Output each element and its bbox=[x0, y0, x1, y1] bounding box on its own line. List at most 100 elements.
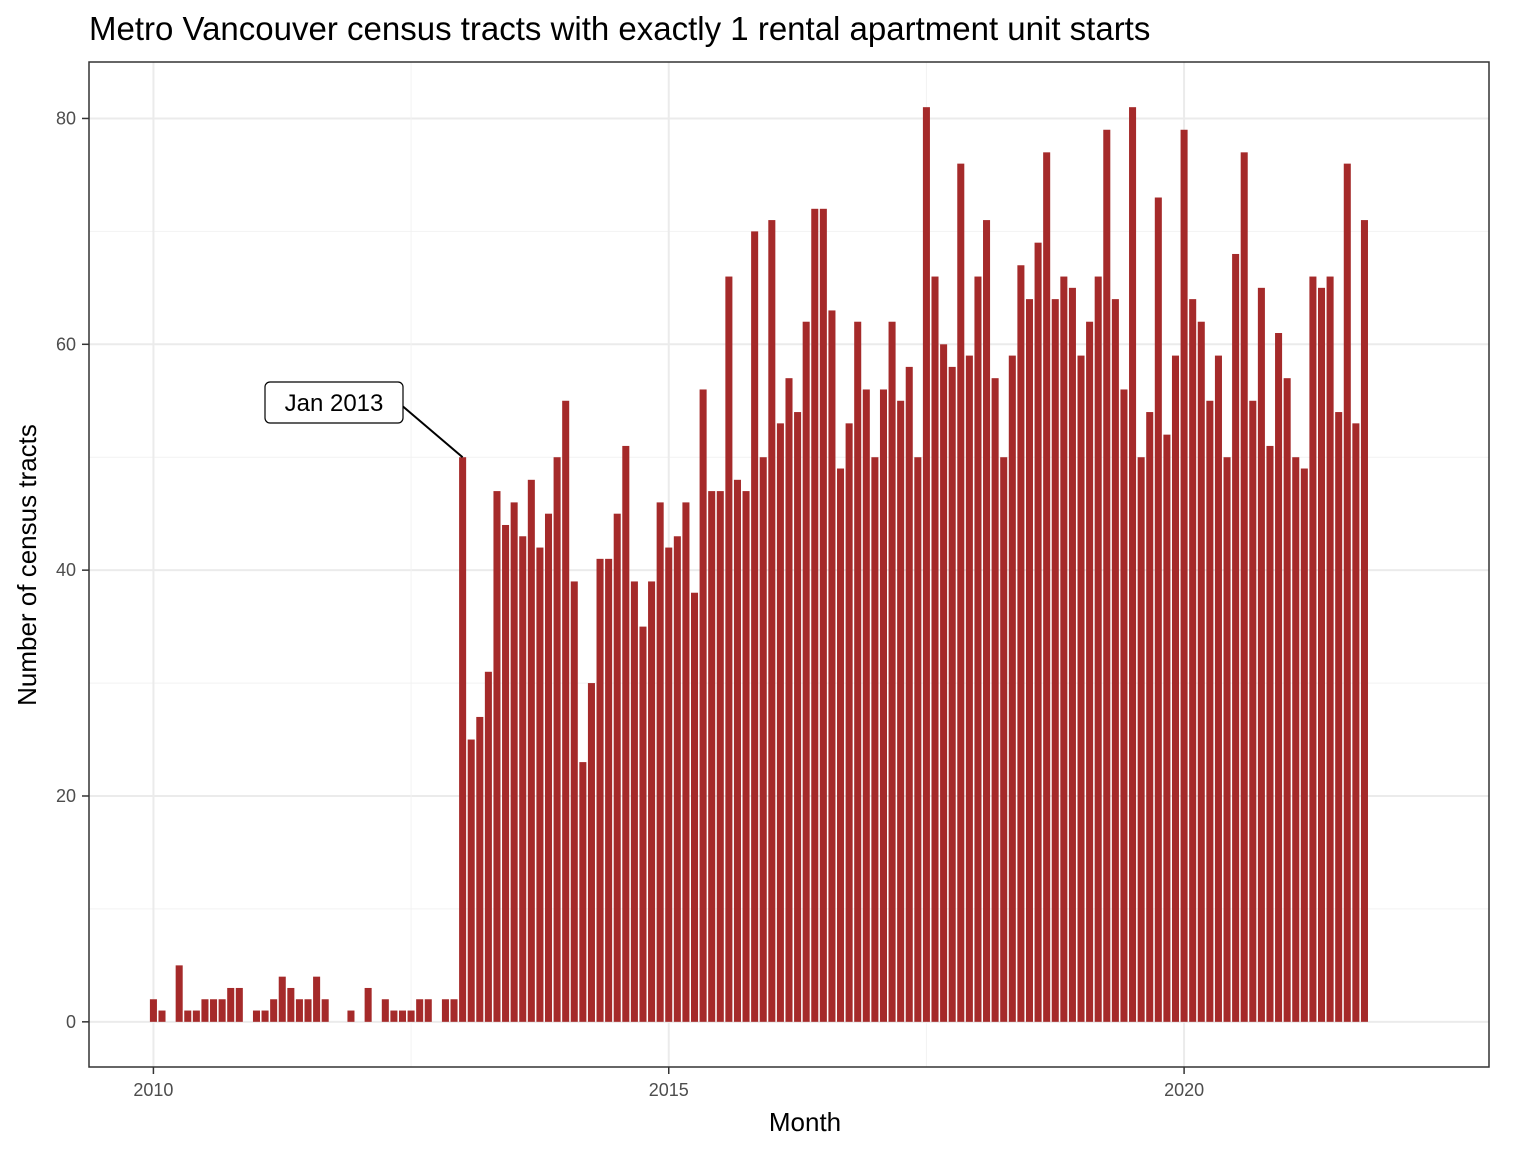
bar bbox=[407, 1010, 415, 1022]
bar bbox=[364, 987, 372, 1022]
bar bbox=[914, 457, 922, 1022]
bar bbox=[931, 276, 939, 1022]
bar bbox=[510, 502, 518, 1022]
bar bbox=[192, 1010, 200, 1022]
bar bbox=[879, 389, 887, 1022]
y-tick-label: 60 bbox=[56, 334, 76, 354]
bar bbox=[519, 536, 527, 1022]
bar bbox=[1300, 468, 1308, 1022]
bar bbox=[905, 366, 913, 1022]
chart-title: Metro Vancouver census tracts with exact… bbox=[89, 10, 1150, 47]
bar bbox=[854, 321, 862, 1022]
bar bbox=[1154, 197, 1162, 1022]
bar bbox=[991, 378, 999, 1022]
bar bbox=[553, 457, 561, 1022]
bar bbox=[270, 999, 278, 1022]
bar bbox=[639, 626, 647, 1022]
bar bbox=[536, 547, 544, 1022]
bar bbox=[476, 716, 484, 1022]
bar bbox=[467, 739, 475, 1022]
y-axis-title: Number of census tracts bbox=[12, 424, 42, 706]
annotation-leader-line bbox=[402, 405, 464, 458]
bar bbox=[1008, 355, 1016, 1022]
bar bbox=[708, 491, 716, 1022]
bar bbox=[1326, 276, 1334, 1022]
bar bbox=[1232, 253, 1240, 1022]
bar bbox=[828, 310, 836, 1022]
x-tick-label: 2020 bbox=[1164, 1080, 1204, 1100]
bar bbox=[424, 999, 432, 1022]
bar bbox=[450, 999, 458, 1022]
bar bbox=[871, 457, 879, 1022]
bar bbox=[184, 1010, 192, 1022]
bar bbox=[983, 220, 991, 1022]
y-tick-label: 40 bbox=[56, 560, 76, 580]
bar bbox=[227, 987, 235, 1022]
x-axis-title: Month bbox=[769, 1107, 841, 1137]
bar bbox=[897, 400, 905, 1022]
bar bbox=[596, 558, 604, 1022]
panel-border bbox=[88, 61, 1490, 1068]
bar bbox=[682, 502, 690, 1022]
bar bbox=[459, 457, 467, 1022]
bar bbox=[819, 208, 827, 1022]
bar bbox=[1163, 434, 1171, 1022]
bar bbox=[502, 524, 510, 1022]
bar bbox=[1103, 129, 1111, 1022]
bar bbox=[940, 344, 948, 1022]
bar bbox=[862, 389, 870, 1022]
bar bbox=[1120, 389, 1128, 1022]
axes: 0 20 40 60 80 2010 2015 2020 bbox=[56, 61, 1490, 1100]
x-tick-label: 2015 bbox=[649, 1080, 689, 1100]
bar bbox=[759, 457, 767, 1022]
bar bbox=[1086, 321, 1094, 1022]
bar bbox=[441, 999, 449, 1022]
x-tick-label: 2010 bbox=[133, 1080, 173, 1100]
bar bbox=[390, 1010, 398, 1022]
bar bbox=[304, 999, 312, 1022]
bar bbox=[1343, 163, 1351, 1022]
bar bbox=[1180, 129, 1188, 1022]
bar bbox=[957, 163, 965, 1022]
bar bbox=[1292, 457, 1300, 1022]
bar bbox=[673, 536, 681, 1022]
bar bbox=[613, 513, 621, 1022]
bar bbox=[218, 999, 226, 1022]
bar bbox=[776, 423, 784, 1022]
bar bbox=[1189, 299, 1197, 1022]
bar bbox=[656, 502, 664, 1022]
bar bbox=[691, 592, 699, 1022]
bar bbox=[1317, 287, 1326, 1022]
bar bbox=[845, 423, 853, 1022]
bar bbox=[785, 378, 793, 1022]
y-tick-label: 0 bbox=[66, 1012, 76, 1032]
bar bbox=[1249, 400, 1257, 1022]
bar bbox=[1309, 276, 1317, 1022]
bar bbox=[622, 445, 630, 1022]
bar bbox=[751, 231, 759, 1022]
bar bbox=[699, 389, 707, 1022]
bar bbox=[1240, 152, 1248, 1022]
bar bbox=[1335, 412, 1343, 1022]
bar bbox=[1146, 412, 1154, 1022]
y-tick-label: 80 bbox=[56, 108, 76, 128]
bar bbox=[768, 220, 776, 1022]
bar bbox=[948, 366, 956, 1022]
bar bbox=[1060, 276, 1068, 1022]
bar bbox=[527, 479, 535, 1022]
bar bbox=[725, 276, 733, 1022]
bar bbox=[1360, 220, 1368, 1022]
bar bbox=[398, 1010, 407, 1022]
bar bbox=[493, 491, 501, 1022]
bar bbox=[1129, 107, 1137, 1022]
bar bbox=[347, 1010, 355, 1022]
bar bbox=[587, 683, 595, 1022]
bar bbox=[1214, 355, 1222, 1022]
bar bbox=[605, 558, 613, 1022]
bar bbox=[742, 491, 750, 1022]
bar bbox=[1068, 287, 1076, 1022]
bar bbox=[1111, 299, 1119, 1022]
bar bbox=[794, 412, 802, 1022]
y-tick-label: 20 bbox=[56, 786, 76, 806]
bar bbox=[201, 999, 209, 1022]
